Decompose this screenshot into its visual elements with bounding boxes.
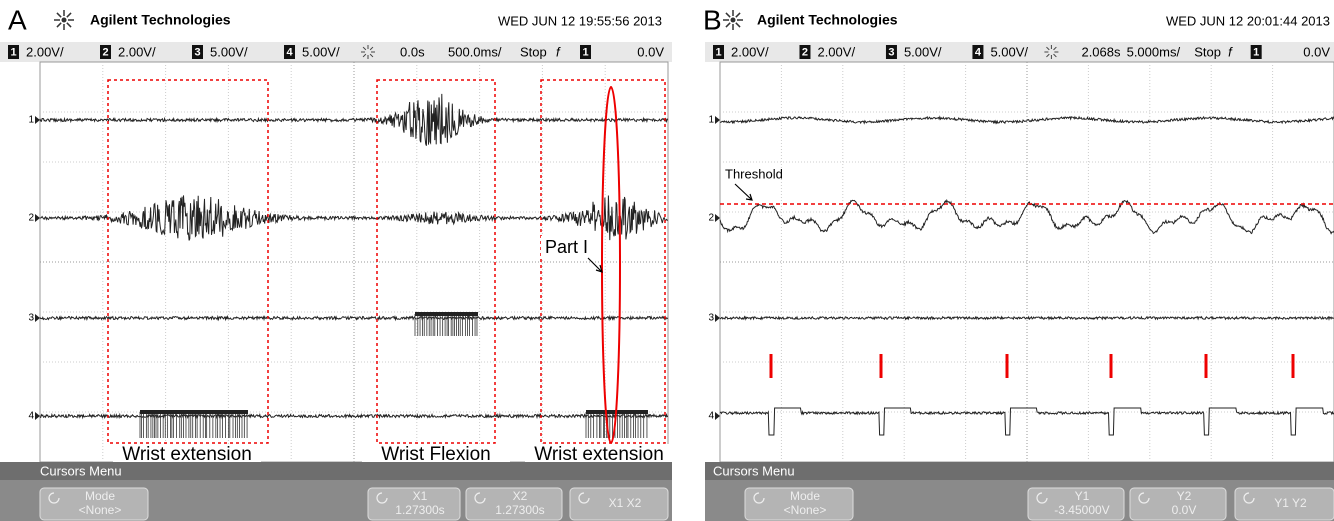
spike-marker bbox=[1292, 354, 1295, 378]
annotation: Wrist Flexion bbox=[381, 444, 490, 465]
menu-title: Cursors Menu bbox=[40, 463, 122, 478]
channel-num: 1 bbox=[10, 46, 16, 58]
channel-marker: 1 bbox=[708, 115, 714, 126]
menu-title: Cursors Menu bbox=[713, 463, 795, 478]
button-value: -3.45000V bbox=[1054, 503, 1109, 517]
button-label: Y2 bbox=[1177, 489, 1192, 503]
timebase: 5.000ms/ bbox=[1127, 44, 1181, 59]
delay: 0.0s bbox=[400, 44, 425, 59]
logo-dot bbox=[731, 18, 736, 23]
logo-ray bbox=[726, 13, 730, 17]
button-label: Mode bbox=[85, 489, 115, 503]
channel-scale: 5.00V/ bbox=[302, 44, 340, 59]
channel-scale: 5.00V/ bbox=[210, 44, 248, 59]
agilent-logo bbox=[54, 10, 74, 30]
marker-arrow bbox=[35, 214, 40, 222]
annotation: Part I bbox=[545, 237, 588, 257]
channel-num: 2 bbox=[102, 46, 108, 58]
screenshot: A Agilent Technologies WED JUN 12 19:55:56… bbox=[0, 0, 1334, 521]
pulse-band bbox=[140, 410, 248, 414]
channel-num: 3 bbox=[194, 46, 200, 58]
button-label: X1 X2 bbox=[609, 496, 642, 510]
button-label: Mode bbox=[790, 489, 820, 503]
button-label: Y1 Y2 bbox=[1274, 496, 1307, 510]
brand: Agilent Technologies bbox=[757, 12, 898, 28]
channel-marker: 1 bbox=[28, 115, 34, 126]
run-state: Stop bbox=[1194, 44, 1221, 59]
channel-scale: 2.00V/ bbox=[118, 44, 156, 59]
logo-ray bbox=[57, 13, 61, 17]
channel-num: 2 bbox=[802, 46, 808, 58]
channel-num: 3 bbox=[888, 46, 894, 58]
menu-title-bg bbox=[705, 462, 1334, 480]
spike-marker bbox=[880, 354, 883, 378]
marker-arrow bbox=[35, 116, 40, 124]
agilent-logo bbox=[723, 10, 743, 30]
channel-marker: 2 bbox=[708, 213, 714, 224]
button-value: <None> bbox=[784, 503, 827, 517]
marker-arrow bbox=[35, 314, 40, 322]
channel-num: 1 bbox=[715, 46, 721, 58]
trigger-source: 1 bbox=[1253, 46, 1259, 58]
logo-ray bbox=[726, 23, 730, 27]
spike-marker bbox=[1110, 354, 1113, 378]
page: A Agilent Technologies WED JUN 12 19:55:56… bbox=[0, 0, 1334, 521]
annotation: Wrist extension bbox=[122, 444, 252, 465]
channel-scale: 5.00V/ bbox=[990, 44, 1028, 59]
button-value: <None> bbox=[79, 503, 122, 517]
channel-scale: 2.00V/ bbox=[731, 44, 769, 59]
panel-label: B bbox=[703, 4, 722, 35]
channel-scale: 2.00V/ bbox=[817, 44, 855, 59]
logo-ray bbox=[736, 13, 740, 17]
trigger-source: 1 bbox=[582, 46, 588, 58]
channel-marker: 3 bbox=[28, 313, 34, 324]
channel-scale: 2.00V/ bbox=[26, 44, 64, 59]
logo-dot bbox=[62, 18, 67, 23]
brand: Agilent Technologies bbox=[90, 12, 231, 28]
spike-marker bbox=[1205, 354, 1208, 378]
channel-marker: 3 bbox=[708, 313, 714, 324]
delay: 2.068s bbox=[1081, 44, 1121, 59]
spike-marker bbox=[770, 354, 773, 378]
channel-scale: 5.00V/ bbox=[904, 44, 942, 59]
marker-arrow bbox=[715, 412, 720, 420]
run-state: Stop bbox=[520, 44, 547, 59]
channel-marker: 4 bbox=[708, 411, 714, 422]
marker-arrow bbox=[715, 314, 720, 322]
datetime: WED JUN 12 19:55:56 2013 bbox=[498, 13, 662, 28]
button-label: X1 bbox=[413, 489, 428, 503]
datetime: WED JUN 12 20:01:44 2013 bbox=[1166, 13, 1330, 28]
channel-marker: 2 bbox=[28, 213, 34, 224]
marker-arrow bbox=[35, 412, 40, 420]
timebase: 500.0ms/ bbox=[448, 44, 502, 59]
logo-ray bbox=[67, 23, 71, 27]
trigger-level: 0.0V bbox=[1303, 44, 1330, 59]
marker-arrow bbox=[715, 214, 720, 222]
button-value: 1.27300s bbox=[395, 503, 444, 517]
channel-num: 4 bbox=[286, 46, 293, 58]
panel-label: A bbox=[8, 4, 27, 35]
trigger-level: 0.0V bbox=[637, 44, 664, 59]
button-label: Y1 bbox=[1075, 489, 1090, 503]
button-value: 0.0V bbox=[1172, 503, 1197, 517]
annotation: Wrist extension bbox=[534, 444, 664, 465]
annotation: Threshold bbox=[725, 166, 783, 181]
logo-ray bbox=[57, 23, 61, 27]
spike-marker bbox=[1006, 354, 1009, 378]
pulse-band bbox=[415, 312, 478, 316]
marker-arrow bbox=[715, 116, 720, 124]
logo-ray bbox=[736, 23, 740, 27]
button-label: X2 bbox=[513, 489, 528, 503]
channel-marker: 4 bbox=[28, 411, 34, 422]
channel-num: 4 bbox=[975, 46, 982, 58]
logo-ray bbox=[67, 13, 71, 17]
button-value: 1.27300s bbox=[495, 503, 544, 517]
